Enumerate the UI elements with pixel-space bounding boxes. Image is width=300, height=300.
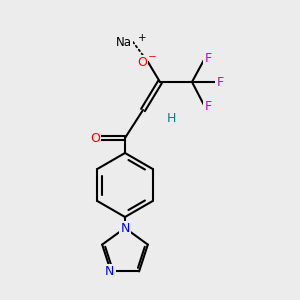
Text: N: N [120, 221, 130, 235]
Text: O: O [90, 131, 100, 145]
Text: F: F [216, 76, 224, 88]
Text: F: F [204, 100, 211, 113]
Text: H: H [166, 112, 176, 124]
Text: −: − [148, 52, 156, 62]
Text: +: + [138, 33, 146, 43]
Text: F: F [204, 52, 211, 64]
Text: Na: Na [116, 35, 132, 49]
Text: N: N [105, 265, 115, 278]
Text: O: O [137, 56, 147, 68]
